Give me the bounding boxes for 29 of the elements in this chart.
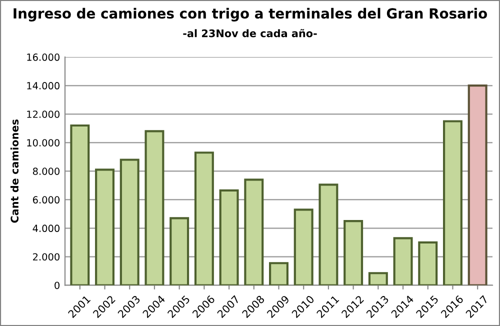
bar bbox=[368, 272, 388, 286]
bar bbox=[120, 158, 140, 286]
bar bbox=[418, 241, 438, 286]
y-tick-label: 8.000 bbox=[32, 168, 60, 175]
bar bbox=[344, 220, 364, 286]
y-tick-label: 14.000 bbox=[27, 82, 60, 90]
y-tick-label: 10.000 bbox=[27, 139, 60, 146]
y-tick-label: 4.000 bbox=[32, 224, 60, 232]
bar bbox=[318, 184, 338, 286]
bar bbox=[219, 189, 239, 286]
bar bbox=[194, 152, 214, 286]
bar bbox=[393, 237, 413, 286]
y-tick-label: 16.000 bbox=[27, 54, 60, 61]
bar bbox=[144, 130, 164, 286]
y-tick-label: 0 bbox=[54, 282, 60, 290]
bar bbox=[70, 124, 90, 286]
bar bbox=[244, 178, 264, 286]
y-tick-label: 6.000 bbox=[32, 196, 60, 204]
bar bbox=[170, 217, 190, 286]
y-axis-title: Cant de camiones bbox=[10, 119, 19, 223]
bar bbox=[294, 208, 314, 286]
y-tick-label: 12.000 bbox=[27, 110, 60, 118]
chart-title: Ingreso de camiones con trigo a terminales del Gran Rosario bbox=[14, 8, 487, 22]
y-tick-label: 2.000 bbox=[33, 253, 60, 261]
bar bbox=[95, 168, 115, 286]
chart-subtitle: -al 23Nov de cada año- bbox=[183, 29, 317, 38]
bar bbox=[442, 120, 462, 286]
bar bbox=[468, 84, 488, 286]
bar bbox=[269, 262, 288, 286]
